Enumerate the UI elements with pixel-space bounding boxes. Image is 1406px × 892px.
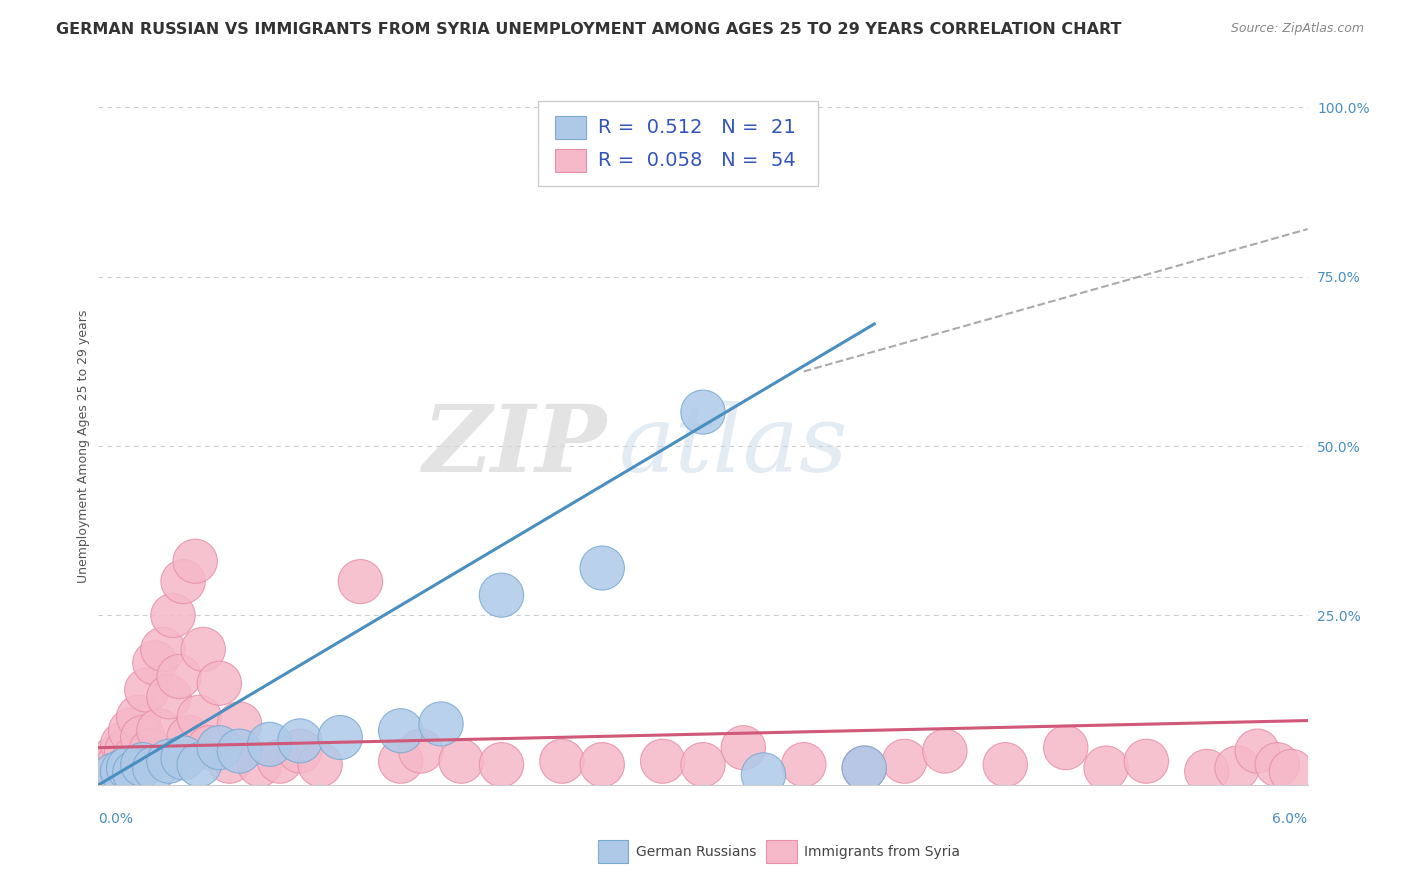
Ellipse shape	[218, 729, 262, 773]
Ellipse shape	[1270, 749, 1313, 794]
Ellipse shape	[842, 746, 886, 790]
Ellipse shape	[681, 390, 725, 434]
Ellipse shape	[90, 753, 135, 797]
Text: ZIP: ZIP	[422, 401, 606, 491]
Ellipse shape	[399, 729, 443, 773]
Ellipse shape	[160, 559, 205, 604]
Ellipse shape	[378, 739, 423, 783]
Text: 6.0%: 6.0%	[1272, 812, 1308, 826]
Ellipse shape	[278, 729, 322, 773]
Ellipse shape	[339, 559, 382, 604]
Text: GERMAN RUSSIAN VS IMMIGRANTS FROM SYRIA UNEMPLOYMENT AMONG AGES 25 TO 29 YEARS C: GERMAN RUSSIAN VS IMMIGRANTS FROM SYRIA …	[56, 22, 1122, 37]
Ellipse shape	[218, 702, 262, 746]
Ellipse shape	[197, 726, 242, 770]
Ellipse shape	[1215, 746, 1260, 790]
Ellipse shape	[177, 695, 221, 739]
Ellipse shape	[107, 746, 150, 790]
Ellipse shape	[160, 736, 205, 780]
Ellipse shape	[84, 749, 129, 794]
Ellipse shape	[136, 708, 181, 753]
Ellipse shape	[167, 715, 211, 760]
Ellipse shape	[721, 726, 765, 770]
Ellipse shape	[132, 640, 177, 685]
Ellipse shape	[93, 753, 136, 797]
Ellipse shape	[157, 655, 201, 698]
Ellipse shape	[125, 668, 169, 712]
Text: Source: ZipAtlas.com: Source: ZipAtlas.com	[1230, 22, 1364, 36]
Ellipse shape	[782, 742, 825, 787]
Ellipse shape	[419, 702, 463, 746]
Ellipse shape	[100, 723, 145, 766]
Ellipse shape	[97, 742, 141, 787]
Ellipse shape	[129, 729, 173, 773]
Text: Immigrants from Syria: Immigrants from Syria	[804, 845, 960, 859]
Ellipse shape	[1084, 746, 1128, 790]
Ellipse shape	[181, 627, 225, 672]
Ellipse shape	[298, 742, 342, 787]
Ellipse shape	[1234, 729, 1279, 773]
Ellipse shape	[150, 593, 195, 638]
Ellipse shape	[1185, 749, 1229, 794]
Ellipse shape	[238, 742, 281, 787]
Ellipse shape	[479, 742, 523, 787]
Text: German Russians: German Russians	[636, 845, 756, 859]
Ellipse shape	[842, 746, 886, 790]
Ellipse shape	[1043, 726, 1088, 770]
Ellipse shape	[983, 742, 1028, 787]
Ellipse shape	[141, 627, 186, 672]
Ellipse shape	[883, 739, 927, 783]
Ellipse shape	[581, 742, 624, 787]
Ellipse shape	[93, 736, 136, 780]
Ellipse shape	[207, 739, 252, 783]
Ellipse shape	[1125, 739, 1168, 783]
Ellipse shape	[108, 708, 153, 753]
Ellipse shape	[479, 573, 523, 617]
Ellipse shape	[117, 695, 160, 739]
Text: R =  0.058   N =  54: R = 0.058 N = 54	[598, 151, 796, 170]
Text: 0.0%: 0.0%	[98, 812, 134, 826]
Ellipse shape	[257, 739, 302, 783]
Ellipse shape	[318, 715, 363, 760]
Text: R =  0.512   N =  21: R = 0.512 N = 21	[598, 118, 796, 137]
Ellipse shape	[112, 736, 157, 780]
Ellipse shape	[741, 753, 786, 797]
Ellipse shape	[132, 746, 177, 790]
Ellipse shape	[439, 739, 484, 783]
Ellipse shape	[540, 739, 583, 783]
Ellipse shape	[173, 539, 218, 583]
Ellipse shape	[641, 739, 685, 783]
Ellipse shape	[197, 661, 242, 706]
Text: atlas: atlas	[619, 401, 848, 491]
Ellipse shape	[922, 729, 967, 773]
Ellipse shape	[681, 742, 725, 787]
Ellipse shape	[100, 749, 145, 794]
Ellipse shape	[146, 739, 191, 783]
Ellipse shape	[121, 742, 165, 787]
Ellipse shape	[112, 751, 157, 795]
Ellipse shape	[104, 729, 149, 773]
Ellipse shape	[247, 723, 292, 766]
Ellipse shape	[187, 726, 232, 770]
Y-axis label: Unemployment Among Ages 25 to 29 years: Unemployment Among Ages 25 to 29 years	[77, 310, 90, 582]
Ellipse shape	[278, 719, 322, 763]
Ellipse shape	[121, 715, 165, 760]
Ellipse shape	[177, 742, 221, 787]
Ellipse shape	[581, 546, 624, 591]
Ellipse shape	[146, 674, 191, 719]
Ellipse shape	[378, 708, 423, 753]
Ellipse shape	[1256, 742, 1299, 787]
